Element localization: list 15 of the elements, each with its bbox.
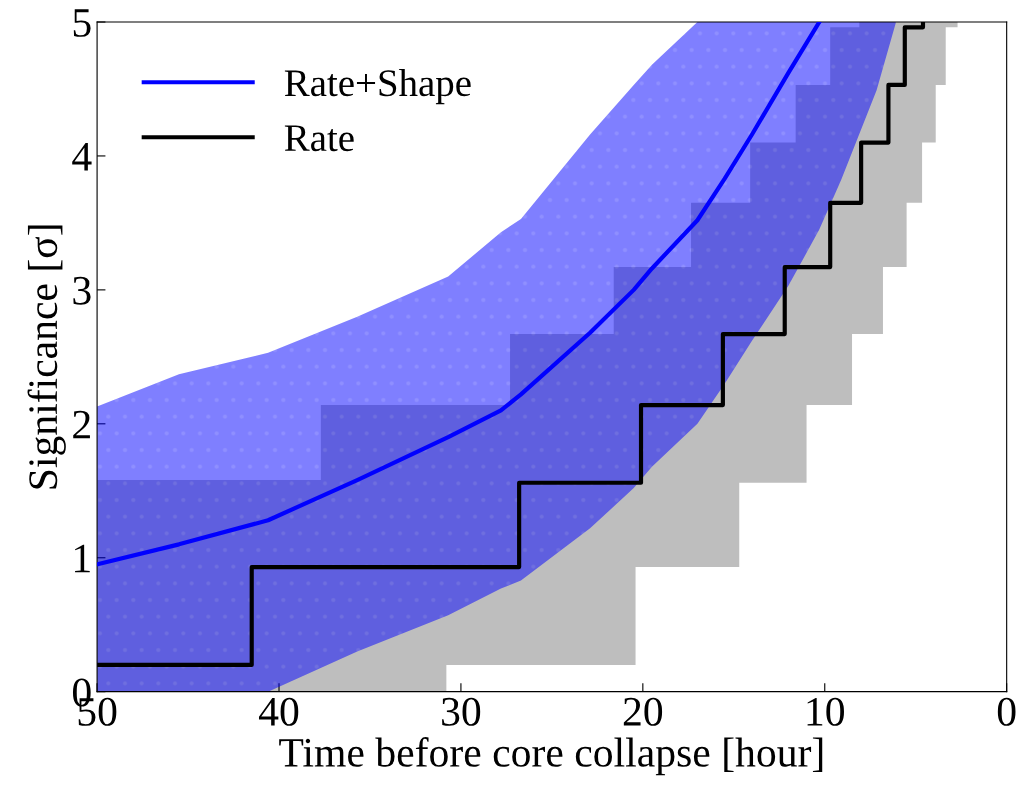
y-tick-label: 4	[72, 142, 92, 171]
x-tick-label: 10	[807, 697, 844, 726]
line-series	[97, 22, 822, 567]
x-tick-label: 30	[442, 697, 481, 726]
y-tick-label: 3	[73, 276, 91, 305]
y-tick-label: 1	[75, 544, 90, 573]
y-tick-label: 5	[73, 9, 91, 37]
x-axis-title: Time before core collapse [hour]	[279, 737, 823, 776]
y-tick-label: 2	[73, 410, 90, 439]
y-axis-title: Significance [σ]	[27, 225, 66, 489]
legend-label: Rate+Shape	[284, 68, 471, 105]
x-tick-label: 20	[623, 697, 663, 726]
legend-label: Rate	[284, 125, 354, 152]
x-tick-label: 40	[258, 697, 299, 726]
x-tick-label: 0	[997, 697, 1016, 726]
